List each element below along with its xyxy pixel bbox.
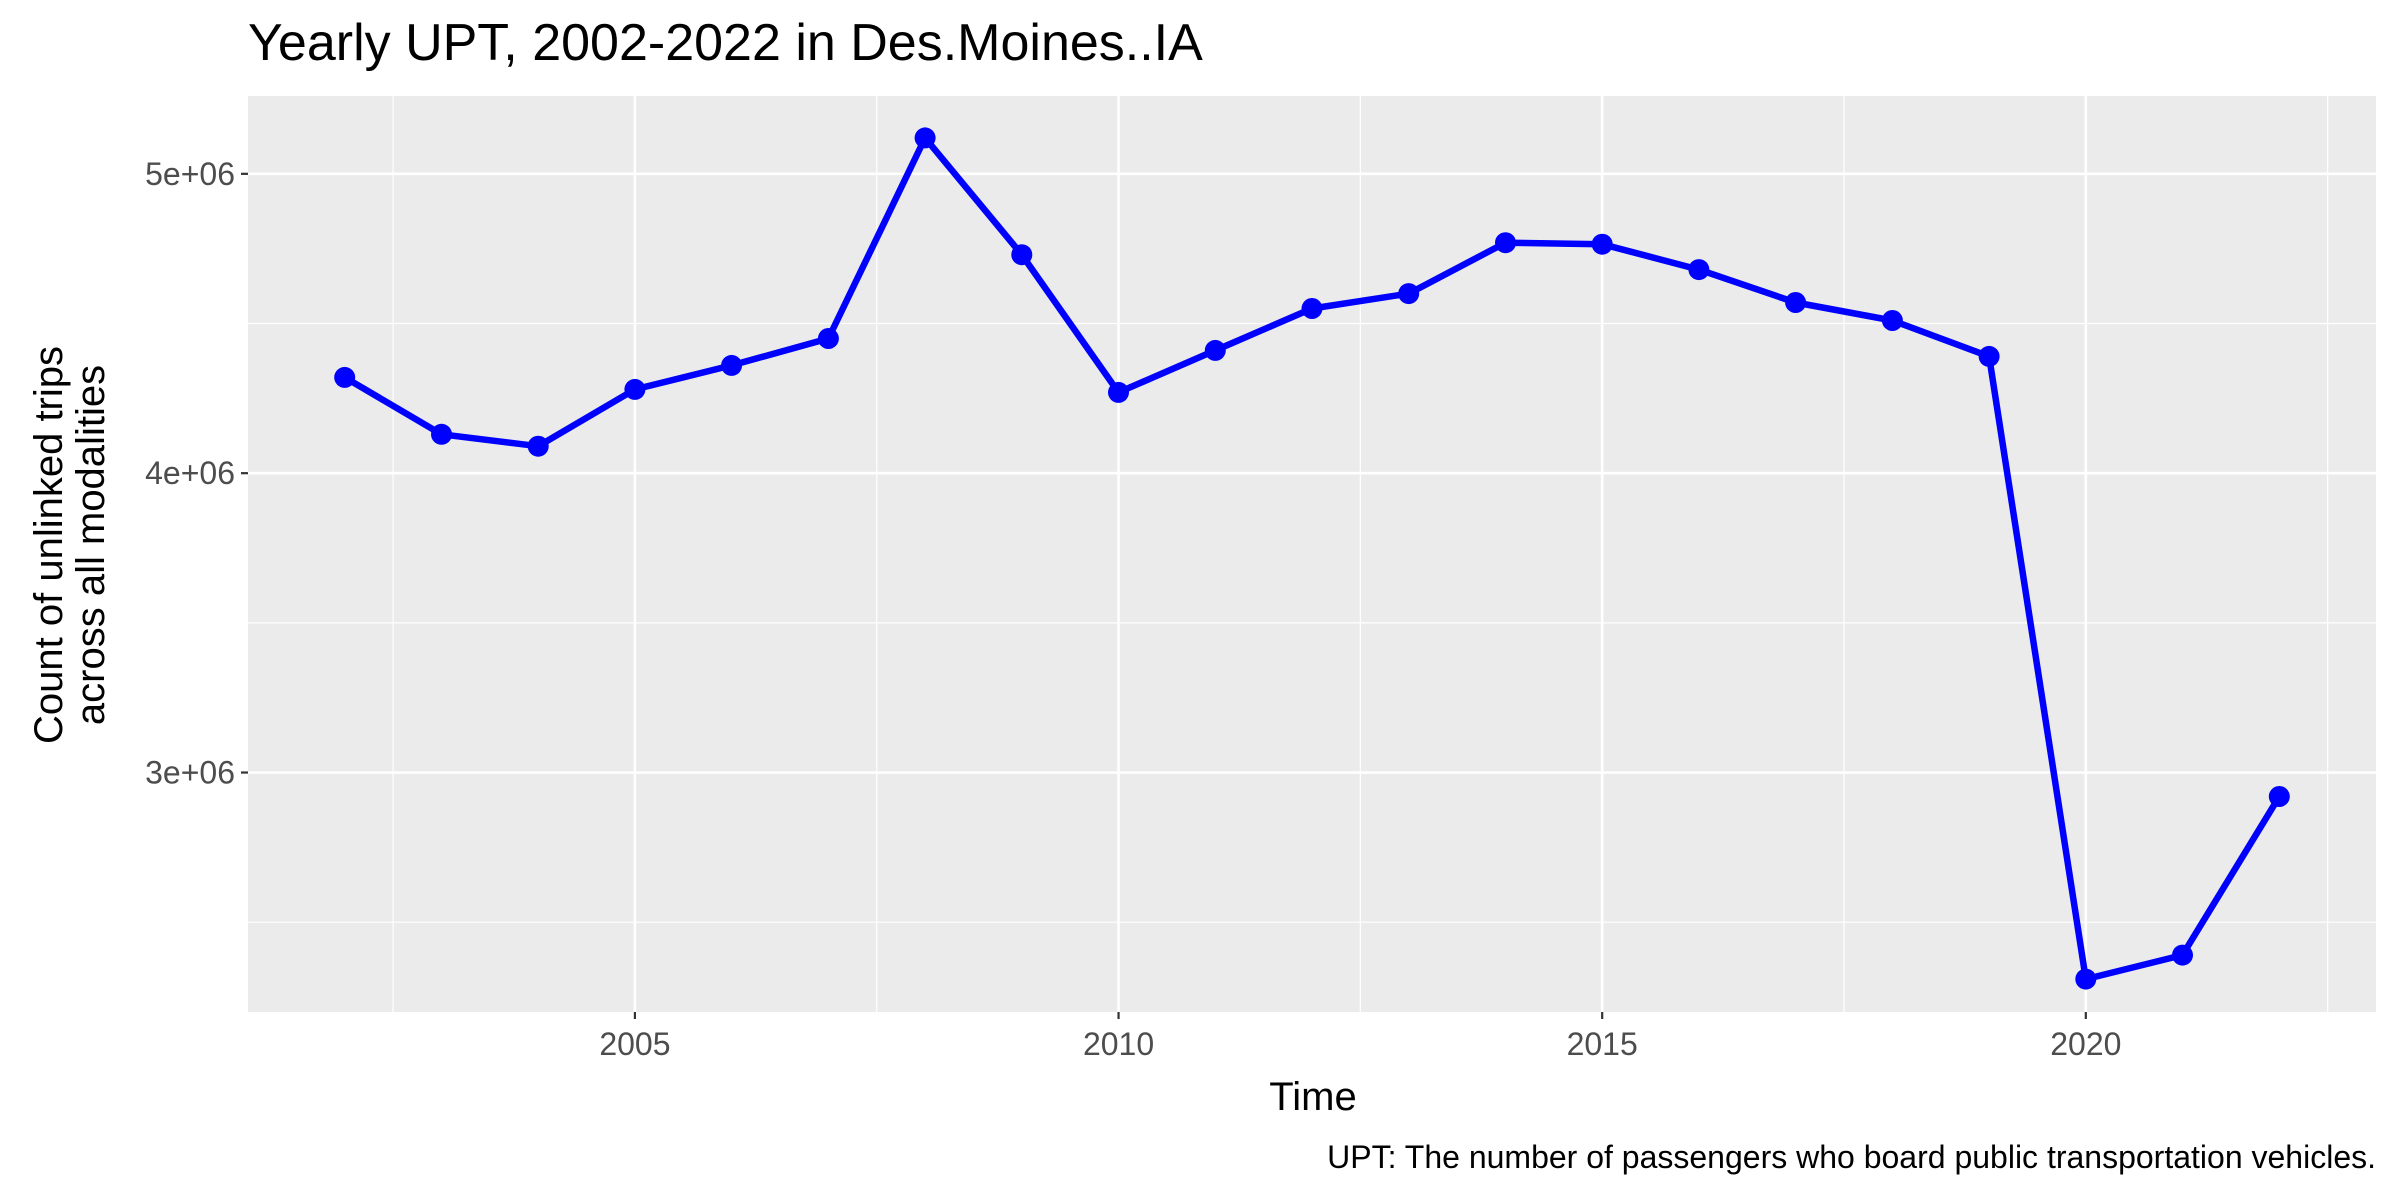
data-series <box>334 127 2290 990</box>
data-point <box>1398 283 1420 305</box>
data-point <box>334 366 356 388</box>
y-tick-label: 4e+06 <box>145 455 235 491</box>
y-axis: 3e+06 4e+06 5e+06 <box>145 156 248 791</box>
minor-gridlines <box>248 96 2376 1012</box>
y-axis-title-line-2: across all modalities <box>69 365 113 725</box>
data-point <box>1301 298 1323 319</box>
data-point <box>2075 968 2097 990</box>
x-axis-title: Time <box>1269 1075 1356 1119</box>
x-axis: 2005 2010 2015 2020 <box>599 1012 2121 1062</box>
data-point <box>817 328 839 349</box>
data-point <box>2268 786 2290 807</box>
data-point <box>1785 292 1807 313</box>
chart-caption: UPT: The number of passengers who board … <box>1327 1139 2376 1175</box>
data-point <box>1591 233 1613 255</box>
data-point <box>624 378 646 400</box>
data-point <box>431 423 452 445</box>
x-tick-label: 2005 <box>599 1026 670 1062</box>
chart-title: Yearly UPT, 2002-2022 in Des.Moines..IA <box>248 14 1203 72</box>
y-axis-title-line-1: Count of unlinked trips <box>27 346 71 744</box>
data-point <box>2172 944 2193 966</box>
y-axis-title-group: Count of unlinked trips across all modal… <box>27 346 113 744</box>
data-point <box>1881 310 1903 331</box>
data-point <box>721 354 743 376</box>
data-point <box>1204 339 1226 361</box>
data-point <box>527 435 549 457</box>
x-tick-label: 2010 <box>1083 1026 1154 1062</box>
y-tick-label: 5e+06 <box>145 156 235 192</box>
data-point <box>1495 232 1516 254</box>
data-point <box>1688 259 1710 281</box>
x-tick-label: 2015 <box>1567 1026 1638 1062</box>
data-point <box>1108 381 1129 403</box>
y-tick-label: 3e+06 <box>145 755 235 791</box>
data-point <box>1978 345 2000 367</box>
major-gridlines <box>248 96 2376 1012</box>
data-point <box>1011 244 1033 266</box>
x-tick-label: 2020 <box>2050 1026 2121 1062</box>
plot-panel <box>248 96 2376 1012</box>
data-point <box>914 127 936 149</box>
